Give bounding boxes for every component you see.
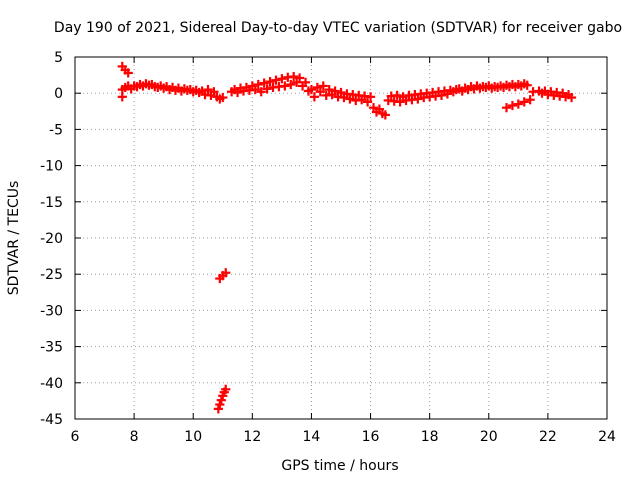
data-point [507, 100, 518, 111]
y-tick-label: -10 [40, 159, 63, 175]
data-point [365, 92, 376, 102]
data-point [117, 92, 127, 102]
y-tick-label: -40 [40, 376, 63, 392]
data-point [271, 75, 281, 85]
x-tick-label: 14 [303, 429, 321, 445]
data-point [566, 92, 577, 103]
data-point [265, 77, 275, 87]
data-point [380, 110, 390, 120]
data-point [256, 87, 266, 97]
y-tick-label: -25 [40, 267, 63, 283]
data-point [395, 97, 405, 107]
data-point [522, 80, 532, 90]
data-point [330, 86, 340, 96]
data-point [262, 84, 272, 94]
y-tick-label: 0 [54, 86, 63, 102]
x-tick-label: 8 [130, 429, 139, 445]
y-tick-label: -30 [40, 303, 63, 319]
x-tick-label: 18 [421, 429, 439, 445]
data-point [280, 81, 290, 91]
y-axis-label: SDTVAR / TECUs [6, 181, 22, 296]
data-point [525, 95, 535, 105]
data-point [306, 84, 317, 95]
data-point [336, 87, 346, 98]
data-point [363, 97, 373, 107]
data-point [318, 81, 328, 91]
data-point [519, 97, 529, 107]
data-point [513, 99, 523, 109]
data-point [259, 78, 269, 88]
y-tick-label: -45 [40, 412, 63, 428]
data-point [300, 77, 311, 87]
data-point [123, 68, 133, 78]
data-point [289, 71, 299, 82]
data-point [277, 74, 287, 84]
y-tick-label: -15 [40, 195, 63, 211]
x-tick-label: 20 [480, 429, 498, 445]
data-point [324, 84, 334, 95]
data-point [392, 90, 402, 100]
data-point [253, 79, 263, 90]
data-point [309, 92, 319, 102]
x-tick-label: 16 [362, 429, 380, 445]
y-tick-label: -5 [49, 122, 63, 138]
data-point [209, 87, 219, 97]
data-points [117, 61, 577, 414]
x-tick-label: 10 [184, 429, 202, 445]
grid-lines [75, 57, 607, 419]
data-point [218, 92, 228, 103]
data-point [413, 94, 423, 104]
axis-ticks: 6 8 10 12 14 16 18 20 22 24 5 0 -5 -10 -15 -20 -25 -30 -35… [40, 50, 616, 445]
x-tick-label: 6 [71, 429, 80, 445]
data-point [501, 103, 512, 113]
x-tick-label: 12 [243, 429, 261, 445]
data-point [286, 79, 296, 90]
y-tick-label: -20 [40, 231, 63, 247]
data-point [315, 87, 325, 97]
data-point [221, 384, 231, 394]
data-point [250, 84, 260, 95]
data-point [295, 73, 305, 83]
x-axis-label: GPS time / hours [281, 458, 398, 474]
y-tick-label: -35 [40, 340, 63, 356]
y-tick-label: 5 [54, 50, 63, 66]
x-tick-label: 22 [539, 429, 557, 445]
x-tick-label: 24 [598, 429, 616, 445]
data-point [221, 268, 231, 278]
data-point [203, 84, 213, 95]
chart-title: Day 190 of 2021, Sidereal Day-to-day VTE… [54, 20, 622, 36]
